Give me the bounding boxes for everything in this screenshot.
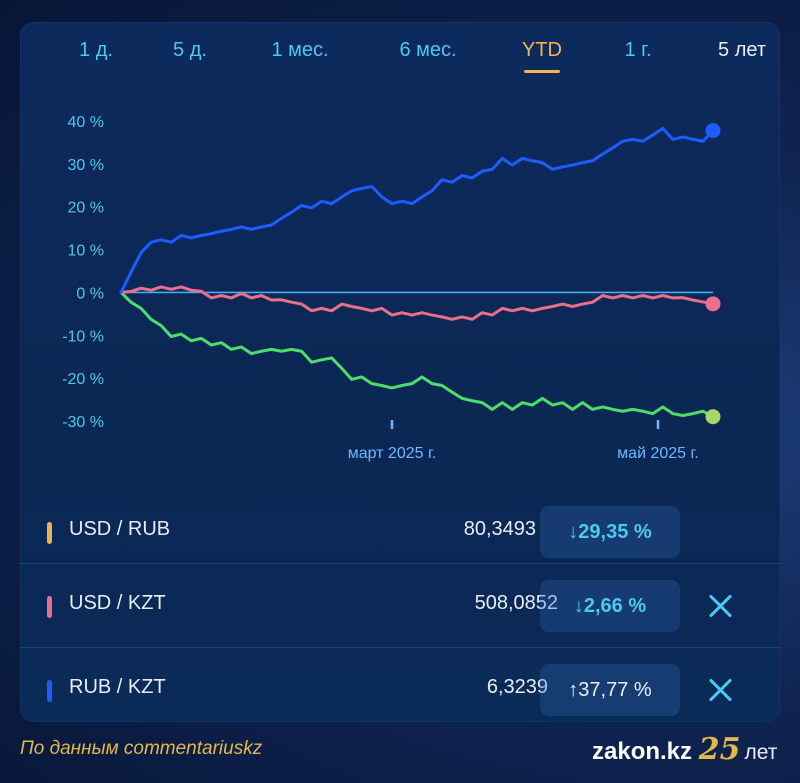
series-color-swatch: [47, 596, 52, 618]
pair-label: USD / KZT: [69, 592, 166, 614]
arrow-down-icon: ↓: [573, 595, 584, 617]
rates-chart: 40 % 30 % 20 % 10 % 0 % -10 % -20 % -30 % март 2…: [62, 114, 721, 462]
y-tick-label: 0 %: [76, 285, 104, 302]
series-end-point: [705, 409, 721, 425]
rate-row-rub-kzt[interactable]: RUB / KZT 6,3239 ↑37,77 %: [20, 648, 780, 722]
tab-5-years[interactable]: 5 лет: [718, 39, 766, 61]
series-end-point: [705, 123, 721, 139]
rate-value: 80,3493: [463, 518, 536, 540]
pair-label: USD / RUB: [69, 518, 171, 540]
rate-value: 508,0852: [474, 592, 558, 614]
x-tick-label: май 2025 г.: [617, 445, 699, 462]
tab-1-month[interactable]: 1 мес.: [271, 39, 329, 61]
tab-6-months[interactable]: 6 мес.: [399, 39, 457, 61]
tab-5-days[interactable]: 5 д.: [173, 39, 207, 61]
y-tick-label: 20 %: [68, 200, 104, 217]
rate-row-usd-kzt[interactable]: USD / KZT 508,0852 ↓2,66 %: [20, 564, 780, 648]
y-tick-label: 10 %: [68, 243, 104, 260]
remove-pair-close-icon[interactable]: [708, 677, 734, 703]
period-tabs: 1 д. 5 д. 1 мес. 6 мес. YTD 1 г. 5 лет: [20, 36, 780, 86]
brand-anniversary-number: 25: [698, 732, 741, 767]
y-tick-label: 30 %: [68, 157, 104, 174]
rate-row-usd-rub[interactable]: USD / RUB 80,3493 ↓29,35 %: [20, 490, 780, 574]
remove-pair-close-icon[interactable]: [708, 593, 734, 619]
y-tick-label: -10 %: [62, 328, 104, 345]
brand-logo[interactable]: zakon.kz 25 лет: [592, 732, 777, 767]
change-badge: ↑37,77 %: [540, 664, 680, 716]
tab-ytd[interactable]: YTD: [522, 36, 562, 76]
arrow-down-icon: ↓: [568, 521, 579, 543]
series-line-usd-rub: [119, 290, 715, 419]
rate-value: 6,3239: [486, 676, 548, 698]
change-value: 37,77 %: [578, 679, 652, 701]
series-end-point: [705, 296, 721, 312]
change-badge: ↓29,35 %: [540, 506, 680, 558]
tab-1-year[interactable]: 1 г.: [624, 39, 652, 61]
series-line-usd-kzt: [119, 285, 715, 321]
series-line-rub-kzt: [119, 126, 715, 294]
brand-name: zakon.kz: [592, 738, 693, 765]
change-value: 29,35 %: [578, 521, 652, 543]
pair-label: RUB / KZT: [69, 676, 166, 698]
tab-1-day[interactable]: 1 д.: [79, 39, 113, 61]
series-color-swatch: [47, 522, 52, 544]
source-note: По данным commentariuskz: [20, 738, 263, 759]
series-color-swatch: [47, 680, 52, 702]
rates-card: 1 д. 5 д. 1 мес. 6 мес. YTD 1 г. 5 лет 4…: [20, 22, 780, 722]
arrow-up-icon: ↑: [568, 679, 579, 701]
change-value: 2,66 %: [583, 595, 647, 617]
y-tick-label: 40 %: [68, 114, 104, 131]
y-tick-label: -30 %: [62, 414, 104, 431]
divider: [20, 647, 780, 648]
brand-anniversary-label: лет: [744, 741, 778, 764]
x-tick-label: март 2025 г.: [348, 445, 437, 462]
y-tick-label: -20 %: [62, 371, 104, 388]
divider: [20, 563, 780, 564]
change-badge: ↓2,66 %: [540, 580, 680, 632]
